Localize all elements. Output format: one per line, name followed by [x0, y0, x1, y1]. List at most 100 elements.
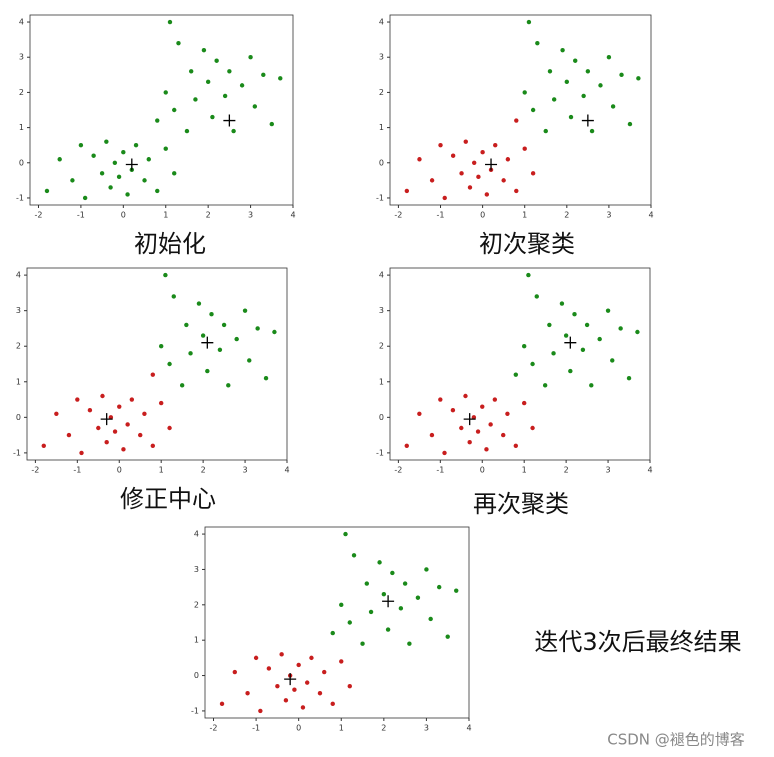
caption: 初次聚类 — [479, 230, 575, 258]
point — [547, 69, 553, 74]
y-tick-label: 0 — [194, 671, 199, 680]
y-tick-label: 2 — [16, 342, 21, 351]
point — [521, 344, 527, 349]
point — [551, 351, 556, 356]
centroid — [100, 413, 113, 426]
point — [530, 425, 535, 431]
centroid — [201, 336, 214, 349]
point — [636, 76, 641, 81]
point — [158, 400, 164, 406]
point — [467, 440, 472, 445]
centroid — [223, 114, 236, 127]
point — [467, 185, 473, 190]
point — [179, 383, 185, 388]
point — [205, 368, 210, 374]
point — [226, 383, 231, 388]
point — [75, 397, 80, 402]
point — [322, 669, 327, 675]
x-tick-label: 1 — [163, 211, 168, 220]
x-tick-label: -1 — [77, 211, 85, 220]
point — [589, 383, 594, 388]
point — [142, 178, 147, 183]
point — [125, 192, 130, 197]
point — [445, 634, 450, 639]
watermark: CSDN @褪色的博客 — [607, 731, 745, 749]
y-tick-label: 4 — [379, 18, 384, 27]
point — [255, 326, 260, 331]
x-tick-label: 2 — [381, 724, 386, 733]
point — [129, 397, 135, 402]
point — [618, 326, 623, 331]
point — [317, 691, 323, 696]
point — [99, 171, 105, 176]
point — [428, 616, 433, 622]
point — [343, 531, 348, 537]
y-tick-label: 4 — [194, 530, 199, 539]
x-tick-label: 4 — [466, 724, 471, 733]
point — [480, 404, 485, 409]
point — [253, 655, 259, 661]
point — [104, 139, 109, 144]
point — [429, 432, 435, 438]
point — [417, 157, 422, 162]
point — [415, 595, 421, 600]
point — [167, 19, 173, 25]
point — [484, 192, 490, 197]
point — [292, 687, 297, 692]
point — [438, 397, 443, 402]
point — [339, 659, 344, 664]
point — [266, 666, 272, 671]
point — [242, 308, 248, 313]
point — [522, 146, 527, 151]
x-tick-label: 0 — [480, 466, 485, 475]
point — [79, 450, 84, 456]
point — [279, 652, 284, 657]
y-tick-label: -1 — [376, 193, 384, 202]
point — [78, 142, 84, 148]
point — [167, 425, 172, 431]
point — [330, 701, 335, 707]
plot-frame — [29, 14, 294, 206]
x-tick-label: -2 — [34, 211, 42, 220]
point — [300, 705, 306, 710]
point — [269, 121, 274, 127]
point — [146, 157, 151, 162]
caption: 再次聚类 — [473, 490, 569, 518]
point — [100, 393, 105, 399]
x-tick-label: 3 — [248, 211, 253, 220]
point — [304, 680, 310, 685]
point — [626, 376, 632, 381]
plot-frame — [389, 267, 651, 461]
x-tick-label: 4 — [647, 466, 652, 475]
plot-frame — [204, 526, 470, 719]
x-tick-label: 4 — [648, 211, 653, 220]
point — [360, 641, 365, 646]
point — [163, 90, 168, 95]
point — [222, 93, 228, 99]
point — [551, 97, 557, 102]
point — [171, 294, 176, 299]
centroid — [125, 158, 138, 171]
x-tick-label: -1 — [252, 724, 260, 733]
point — [155, 118, 160, 123]
y-tick-label: 3 — [194, 565, 199, 574]
centroid — [581, 114, 594, 127]
point — [514, 188, 519, 194]
caption: 初始化 — [134, 230, 206, 258]
point — [41, 443, 46, 448]
point — [163, 146, 168, 151]
centroid — [382, 595, 395, 608]
point — [564, 79, 570, 85]
y-tick-label: 3 — [16, 306, 21, 315]
point — [57, 157, 62, 162]
point — [475, 429, 481, 434]
point — [505, 411, 510, 416]
point — [210, 114, 215, 120]
point — [476, 174, 481, 180]
centroid — [485, 158, 498, 171]
y-tick-label: 1 — [379, 377, 384, 386]
point — [263, 376, 269, 381]
point — [580, 347, 586, 352]
y-tick-label: 0 — [379, 413, 384, 422]
point — [347, 620, 352, 625]
